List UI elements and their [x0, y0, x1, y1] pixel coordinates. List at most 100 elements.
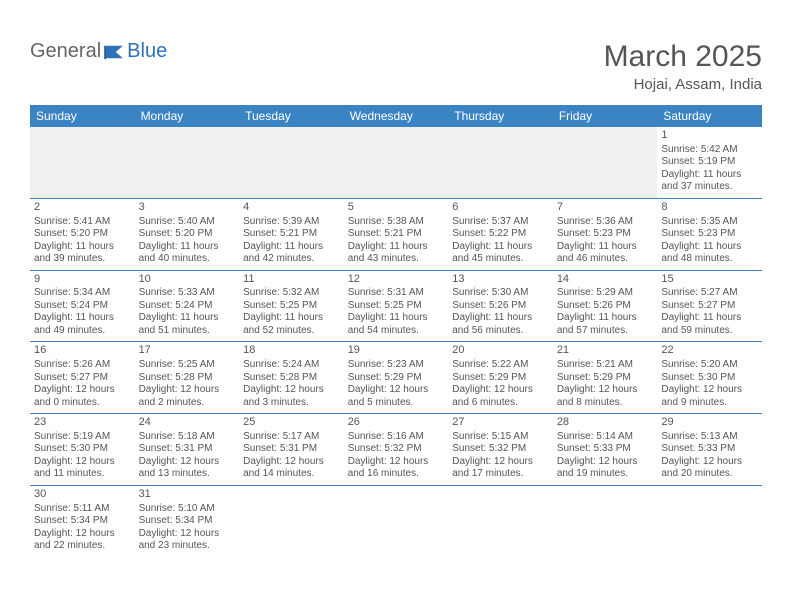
location-label: Hojai, Assam, India — [604, 76, 762, 93]
daylight-text: Daylight: 12 hours — [34, 528, 131, 541]
sunset-text: Sunset: 5:25 PM — [348, 300, 445, 313]
daylight-text: and 57 minutes. — [557, 325, 654, 338]
day-number: 24 — [139, 416, 236, 430]
calendar-page: General Blue March 2025 Hojai, Assam, In… — [0, 0, 792, 577]
daylight-text: and 9 minutes. — [661, 397, 758, 410]
calendar-day-cell: 20Sunrise: 5:22 AMSunset: 5:29 PMDayligh… — [448, 342, 553, 414]
calendar-day-cell: 14Sunrise: 5:29 AMSunset: 5:26 PMDayligh… — [553, 270, 658, 342]
daylight-text: Daylight: 12 hours — [661, 384, 758, 397]
day-number: 8 — [661, 201, 758, 215]
calendar-day-cell — [239, 127, 344, 198]
day-number: 9 — [34, 273, 131, 287]
daylight-text: and 17 minutes. — [452, 468, 549, 481]
daylight-text: Daylight: 12 hours — [139, 384, 236, 397]
calendar-day-cell: 25Sunrise: 5:17 AMSunset: 5:31 PMDayligh… — [239, 414, 344, 486]
calendar-day-cell: 29Sunrise: 5:13 AMSunset: 5:33 PMDayligh… — [657, 414, 762, 486]
daylight-text: and 40 minutes. — [139, 253, 236, 266]
calendar-week-row: 16Sunrise: 5:26 AMSunset: 5:27 PMDayligh… — [30, 342, 762, 414]
calendar-day-cell — [344, 127, 449, 198]
calendar-day-cell — [344, 485, 449, 556]
calendar-day-cell — [553, 485, 658, 556]
weekday-header: Tuesday — [239, 105, 344, 127]
daylight-text: Daylight: 12 hours — [243, 384, 340, 397]
daylight-text: and 23 minutes. — [139, 540, 236, 553]
day-number: 14 — [557, 273, 654, 287]
sunset-text: Sunset: 5:30 PM — [661, 372, 758, 385]
calendar-day-cell: 15Sunrise: 5:27 AMSunset: 5:27 PMDayligh… — [657, 270, 762, 342]
sunrise-text: Sunrise: 5:29 AM — [557, 287, 654, 300]
daylight-text: and 0 minutes. — [34, 397, 131, 410]
daylight-text: and 45 minutes. — [452, 253, 549, 266]
calendar-day-cell: 8Sunrise: 5:35 AMSunset: 5:23 PMDaylight… — [657, 198, 762, 270]
sunset-text: Sunset: 5:32 PM — [348, 443, 445, 456]
sunrise-text: Sunrise: 5:13 AM — [661, 431, 758, 444]
page-header: General Blue March 2025 Hojai, Assam, In… — [30, 40, 762, 93]
sunset-text: Sunset: 5:29 PM — [348, 372, 445, 385]
brand-logo: General Blue — [30, 40, 167, 63]
calendar-day-cell — [657, 485, 762, 556]
sunrise-text: Sunrise: 5:33 AM — [139, 287, 236, 300]
daylight-text: Daylight: 12 hours — [243, 456, 340, 469]
weekday-header: Friday — [553, 105, 658, 127]
sunset-text: Sunset: 5:34 PM — [34, 515, 131, 528]
day-number: 15 — [661, 273, 758, 287]
calendar-day-cell: 30Sunrise: 5:11 AMSunset: 5:34 PMDayligh… — [30, 485, 135, 556]
sunrise-text: Sunrise: 5:36 AM — [557, 216, 654, 229]
daylight-text: Daylight: 11 hours — [243, 241, 340, 254]
calendar-day-cell: 28Sunrise: 5:14 AMSunset: 5:33 PMDayligh… — [553, 414, 658, 486]
sunset-text: Sunset: 5:27 PM — [661, 300, 758, 313]
sunset-text: Sunset: 5:22 PM — [452, 228, 549, 241]
sunset-text: Sunset: 5:23 PM — [557, 228, 654, 241]
calendar-day-cell: 26Sunrise: 5:16 AMSunset: 5:32 PMDayligh… — [344, 414, 449, 486]
daylight-text: and 2 minutes. — [139, 397, 236, 410]
month-title: March 2025 — [604, 40, 762, 74]
calendar-week-row: 30Sunrise: 5:11 AMSunset: 5:34 PMDayligh… — [30, 485, 762, 556]
sunset-text: Sunset: 5:21 PM — [243, 228, 340, 241]
sunset-text: Sunset: 5:21 PM — [348, 228, 445, 241]
sunrise-text: Sunrise: 5:37 AM — [452, 216, 549, 229]
daylight-text: Daylight: 11 hours — [348, 312, 445, 325]
daylight-text: and 14 minutes. — [243, 468, 340, 481]
daylight-text: Daylight: 11 hours — [557, 241, 654, 254]
calendar-week-row: 2Sunrise: 5:41 AMSunset: 5:20 PMDaylight… — [30, 198, 762, 270]
title-block: March 2025 Hojai, Assam, India — [604, 40, 762, 93]
sunrise-text: Sunrise: 5:14 AM — [557, 431, 654, 444]
calendar-day-cell: 5Sunrise: 5:38 AMSunset: 5:21 PMDaylight… — [344, 198, 449, 270]
daylight-text: and 3 minutes. — [243, 397, 340, 410]
daylight-text: and 51 minutes. — [139, 325, 236, 338]
daylight-text: Daylight: 12 hours — [348, 384, 445, 397]
calendar-day-cell: 19Sunrise: 5:23 AMSunset: 5:29 PMDayligh… — [344, 342, 449, 414]
calendar-day-cell: 9Sunrise: 5:34 AMSunset: 5:24 PMDaylight… — [30, 270, 135, 342]
calendar-day-cell: 7Sunrise: 5:36 AMSunset: 5:23 PMDaylight… — [553, 198, 658, 270]
calendar-day-cell: 23Sunrise: 5:19 AMSunset: 5:30 PMDayligh… — [30, 414, 135, 486]
weekday-header: Sunday — [30, 105, 135, 127]
day-number: 21 — [557, 344, 654, 358]
day-number: 12 — [348, 273, 445, 287]
daylight-text: and 20 minutes. — [661, 468, 758, 481]
day-number: 27 — [452, 416, 549, 430]
day-number: 5 — [348, 201, 445, 215]
calendar-day-cell — [30, 127, 135, 198]
daylight-text: and 43 minutes. — [348, 253, 445, 266]
sunrise-text: Sunrise: 5:10 AM — [139, 503, 236, 516]
sunset-text: Sunset: 5:19 PM — [661, 156, 758, 169]
sunrise-text: Sunrise: 5:34 AM — [34, 287, 131, 300]
sunrise-text: Sunrise: 5:19 AM — [34, 431, 131, 444]
sunset-text: Sunset: 5:26 PM — [452, 300, 549, 313]
day-number: 20 — [452, 344, 549, 358]
daylight-text: Daylight: 11 hours — [661, 312, 758, 325]
calendar-week-row: 1Sunrise: 5:42 AMSunset: 5:19 PMDaylight… — [30, 127, 762, 198]
sunset-text: Sunset: 5:30 PM — [34, 443, 131, 456]
sunset-text: Sunset: 5:20 PM — [139, 228, 236, 241]
day-number: 19 — [348, 344, 445, 358]
calendar-day-cell: 16Sunrise: 5:26 AMSunset: 5:27 PMDayligh… — [30, 342, 135, 414]
calendar-day-cell — [239, 485, 344, 556]
day-number: 18 — [243, 344, 340, 358]
daylight-text: and 8 minutes. — [557, 397, 654, 410]
daylight-text: and 54 minutes. — [348, 325, 445, 338]
calendar-day-cell: 11Sunrise: 5:32 AMSunset: 5:25 PMDayligh… — [239, 270, 344, 342]
sunrise-text: Sunrise: 5:38 AM — [348, 216, 445, 229]
daylight-text: Daylight: 12 hours — [34, 384, 131, 397]
sunrise-text: Sunrise: 5:22 AM — [452, 359, 549, 372]
day-number: 30 — [34, 488, 131, 502]
